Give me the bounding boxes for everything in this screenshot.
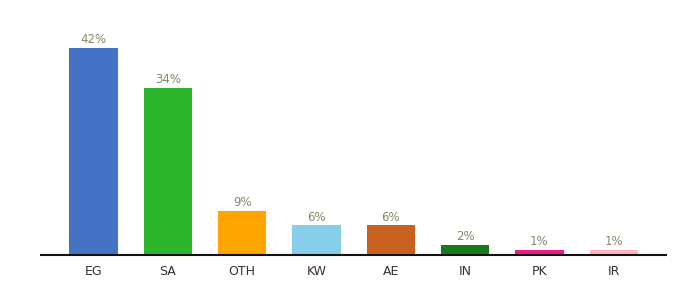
Bar (515, 250, 564, 255)
Bar (143, 88, 192, 255)
Bar (292, 226, 341, 255)
Text: 42%: 42% (80, 33, 107, 46)
Bar (218, 211, 267, 255)
Text: 6%: 6% (307, 211, 326, 224)
Text: 6%: 6% (381, 211, 400, 224)
Text: 1%: 1% (605, 235, 623, 248)
Text: 2%: 2% (456, 230, 475, 243)
Text: 34%: 34% (155, 73, 181, 86)
Text: 1%: 1% (530, 235, 549, 248)
Bar (590, 250, 638, 255)
Bar (69, 48, 118, 255)
Bar (441, 245, 490, 255)
Text: 9%: 9% (233, 196, 252, 209)
Bar (367, 226, 415, 255)
